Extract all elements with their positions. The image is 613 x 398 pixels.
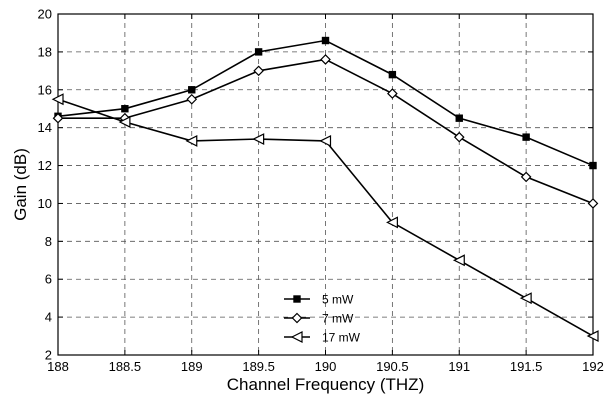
x-tick-label: 188.5 xyxy=(109,359,142,374)
data-point xyxy=(188,86,196,94)
x-tick-label: 190.5 xyxy=(376,359,409,374)
y-tick-label: 20 xyxy=(38,7,52,22)
data-point xyxy=(320,54,331,65)
data-point xyxy=(52,112,64,124)
x-tick-label: 191.5 xyxy=(510,359,543,374)
x-tick-label: 192 xyxy=(582,359,604,374)
data-point xyxy=(388,70,397,79)
y-tick-label: 16 xyxy=(38,82,52,97)
data-point xyxy=(185,134,198,147)
y-tick-label: 10 xyxy=(38,196,52,211)
x-tick-label: 188 xyxy=(47,359,69,374)
x-tick-label: 191 xyxy=(448,359,470,374)
legend-marker xyxy=(293,295,301,303)
x-tick-label: 189 xyxy=(181,359,203,374)
legend-label: 17 mW xyxy=(322,331,361,345)
series-5-mw xyxy=(54,36,597,170)
legend: 5 mW 7 mW 17 mW xyxy=(284,293,361,345)
y-tick-label: 4 xyxy=(45,310,52,325)
data-point xyxy=(319,134,332,147)
legend-marker xyxy=(291,312,303,324)
y-tick-label: 12 xyxy=(38,158,52,173)
legend-label: 7 mW xyxy=(322,312,354,326)
data-point xyxy=(453,131,465,143)
y-tick-label: 14 xyxy=(38,120,52,135)
data-point xyxy=(586,330,599,343)
data-point xyxy=(121,105,129,113)
x-tick-label: 190 xyxy=(315,359,337,374)
data-point xyxy=(455,114,463,122)
legend-marker xyxy=(290,331,303,343)
data-point xyxy=(252,133,265,146)
data-point xyxy=(520,171,532,183)
y-tick-label: 8 xyxy=(45,234,52,249)
data-point xyxy=(118,116,131,128)
axis-ticks: 188 188.5 189 189.5 190 190.5 191 191.5 192 2 4 6 8 1… xyxy=(38,7,604,375)
data-point xyxy=(254,48,263,56)
legend-entry: 5 mW xyxy=(284,293,354,307)
series-17-mw xyxy=(51,93,599,343)
x-axis-title: Channel Frequency (THZ) xyxy=(227,375,424,394)
legend-label: 5 mW xyxy=(322,293,354,307)
x-tick-label: 189.5 xyxy=(242,359,275,374)
y-tick-label: 2 xyxy=(45,348,52,363)
data-point xyxy=(452,254,465,267)
data-point xyxy=(186,93,198,105)
y-axis-title: Gain (dB) xyxy=(11,148,30,221)
data-point xyxy=(387,88,398,99)
data-point xyxy=(589,161,597,170)
data-point xyxy=(386,216,398,229)
data-point xyxy=(522,133,530,141)
legend-entry: 7 mW xyxy=(284,312,354,326)
series-7-mw xyxy=(52,54,599,209)
data-point xyxy=(519,292,532,305)
y-tick-label: 6 xyxy=(45,272,52,287)
data-point xyxy=(51,93,64,106)
data-point xyxy=(253,65,264,77)
series-group xyxy=(51,36,599,343)
y-tick-label: 18 xyxy=(38,44,52,59)
legend-entry: 17 mW xyxy=(284,331,361,345)
data-point xyxy=(587,198,599,209)
data-point xyxy=(321,36,330,45)
